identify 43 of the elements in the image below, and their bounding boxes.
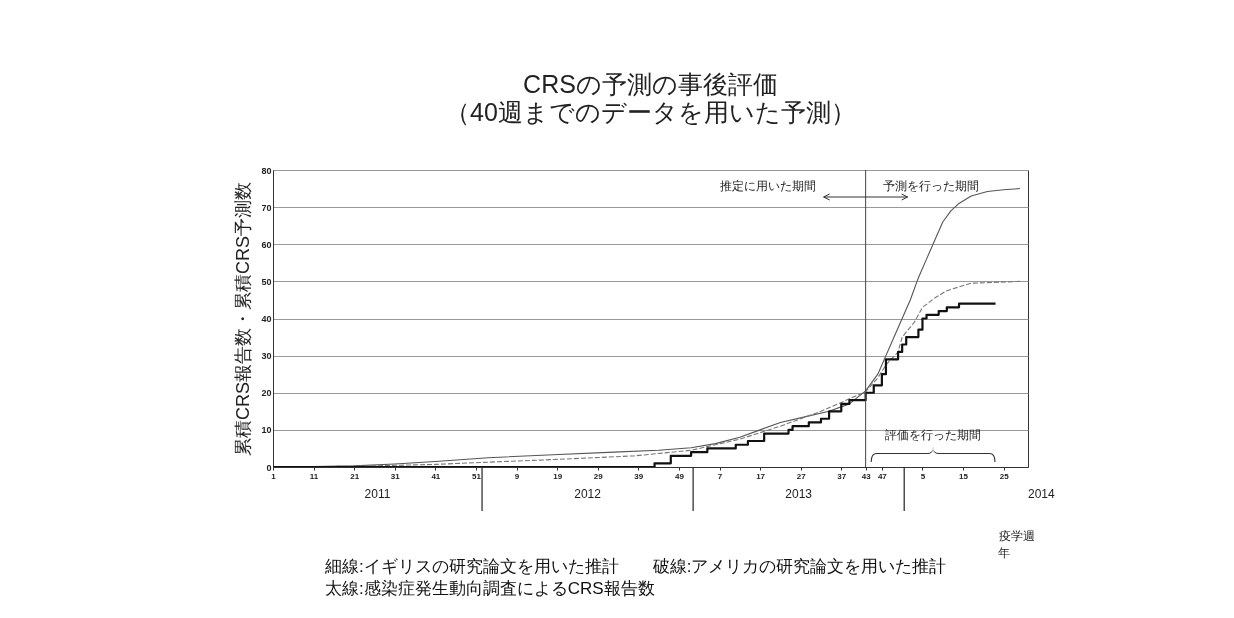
x-tick-label: 5 (920, 471, 926, 481)
chart-title: CRSの予測の事後評価 (523, 70, 778, 98)
y-tick-label: 70 (261, 202, 272, 213)
y-tick-label: 50 (261, 276, 272, 287)
x-tick-label: 7 (717, 471, 723, 481)
y-axis-title: 累積CRS報告数・累積CRS予測数 (233, 181, 254, 457)
x-tick-label: 9 (514, 471, 520, 481)
x-tick-label: 39 (634, 471, 644, 481)
x-axis-title: 疫学週 (998, 528, 1035, 543)
y-tick-label: 80 (261, 165, 272, 176)
x-tick-label: 47 (877, 471, 888, 481)
x-tick-label: 27 (796, 471, 807, 481)
y-tick-label: 30 (261, 351, 272, 362)
text: 2011 (364, 487, 391, 501)
y-tick-label: 40 (261, 314, 272, 324)
text: 2013 (785, 487, 813, 501)
annotation: 予測を行った期間 (882, 179, 979, 193)
x-tick-label: 43 (861, 471, 872, 481)
y-tick-label: 0 (266, 462, 272, 473)
x-tick-label: 31 (390, 471, 401, 481)
x-tick-label: 37 (837, 471, 847, 481)
text: 2012 (574, 487, 602, 501)
x-tick-label: 15 (959, 471, 969, 481)
x-tick-label: 1 (271, 471, 277, 481)
x-tick-label: 25 (999, 471, 1010, 481)
text: 太線:感染症発生動向調査によるCRS報告数 (325, 578, 656, 600)
text: 2014 (1028, 487, 1056, 501)
x-tick-label: 51 (472, 471, 482, 481)
annotation: 推定に用いた期間 (719, 179, 816, 193)
text: 細線:イギリスの研究論文を用いた推計 破線:アメリカの研究論文を用いた推計 (325, 556, 947, 578)
x-tick-label: 11 (309, 471, 319, 481)
x-tick-label: 49 (674, 471, 685, 481)
x-tick-label: 21 (350, 471, 360, 481)
y-tick-label: 60 (261, 239, 272, 250)
text: 年 (998, 546, 1010, 560)
annotation: 評価を行った期間 (885, 428, 982, 442)
x-tick-label: 17 (756, 471, 766, 481)
y-tick-label: 10 (261, 425, 272, 436)
x-tick-label: 41 (431, 471, 441, 481)
x-tick-label: 29 (593, 471, 604, 481)
x-tick-label: 19 (553, 471, 563, 481)
chart-subtitle: （40週までのデータを用いた予測） (445, 98, 856, 126)
y-tick-label: 20 (261, 388, 272, 399)
